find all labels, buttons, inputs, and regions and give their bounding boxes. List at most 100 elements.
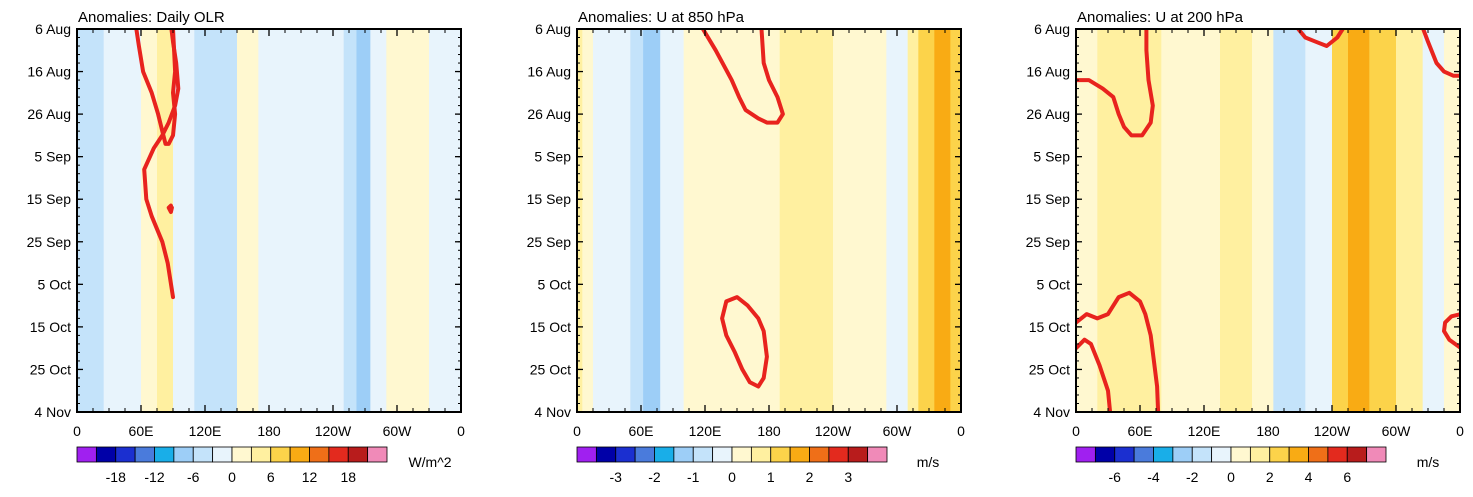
anomaly-band xyxy=(1193,29,1221,412)
colorbar-units: m/s xyxy=(917,454,940,470)
anomaly-band xyxy=(77,29,89,412)
colorbar-box xyxy=(1288,446,1309,463)
colorbar-label: -2 xyxy=(1186,469,1199,485)
x-tick-label: 120E xyxy=(1188,423,1221,439)
y-tick-label: 25 Sep xyxy=(27,234,72,250)
colorbar-label: 18 xyxy=(340,469,356,485)
y-tick-label: 26 Aug xyxy=(1026,106,1070,122)
anomaly-band xyxy=(1161,29,1194,412)
colorbar-box xyxy=(1308,446,1329,463)
colorbar-label: -4 xyxy=(1147,469,1160,485)
colorbar-box xyxy=(770,446,791,463)
x-tick-label: 120W xyxy=(315,423,352,439)
colorbar-box xyxy=(1075,446,1096,463)
x-tick-label: 0 xyxy=(1072,423,1080,439)
y-tick-label: 5 Sep xyxy=(1033,149,1070,165)
colorbar-units: W/m^2 xyxy=(408,454,451,470)
colorbar-box xyxy=(1133,446,1154,463)
anomaly-band xyxy=(1220,29,1253,412)
anomaly-band xyxy=(849,29,887,412)
plot-area xyxy=(577,29,961,412)
colorbar-box xyxy=(328,446,349,463)
x-tick-label: 60E xyxy=(629,423,654,439)
panel-1: Anomalies: Daily OLR 6 Aug 16 Aug 26 Aug 5 S… xyxy=(27,9,465,485)
colorbar-box xyxy=(1327,446,1348,463)
colorbar-label: -2 xyxy=(648,469,661,485)
colorbar: -3 -2 -1 0 1 2 3 m/s xyxy=(576,446,940,485)
colorbar-box xyxy=(692,446,714,463)
y-tick-label: 16 Aug xyxy=(1026,64,1070,80)
contour-line xyxy=(1442,312,1460,350)
x-tick-label: 0 xyxy=(457,423,465,439)
anomaly-band xyxy=(1444,29,1460,412)
y-tick-label: 25 Oct xyxy=(30,361,71,377)
anomaly-band xyxy=(582,29,594,412)
x-tick-label: 60W xyxy=(383,423,413,439)
colorbar-box xyxy=(1153,446,1174,463)
colorbar-box xyxy=(173,446,194,463)
y-tick-label: 25 Sep xyxy=(527,234,572,250)
y-tick-label: 5 Oct xyxy=(1037,276,1071,292)
colorbar-label: 12 xyxy=(302,469,318,485)
chart-title: Anomalies: U at 200 hPa xyxy=(1077,9,1244,26)
anomaly-band xyxy=(833,29,850,412)
chart-title: Anomalies: Daily OLR xyxy=(78,9,225,26)
anomaly-band xyxy=(1396,29,1424,412)
x-tick-label: 0 xyxy=(957,423,965,439)
x-tick-label: 60E xyxy=(129,423,154,439)
y-tick-label: 5 Oct xyxy=(38,276,72,292)
anomaly-band xyxy=(577,29,583,412)
colorbar: -6 -4 -2 0 2 4 6 m/s xyxy=(1075,446,1440,485)
y-tick-label: 25 Oct xyxy=(1029,361,1070,377)
colorbar-box xyxy=(1249,446,1271,463)
anomaly-band xyxy=(237,29,259,412)
x-tick-label: 0 xyxy=(573,423,581,439)
anomaly-band xyxy=(157,29,174,412)
colorbar-box xyxy=(76,446,97,463)
anomaly-band xyxy=(343,29,357,412)
anomaly-band xyxy=(1332,29,1349,412)
colorbar-label: 0 xyxy=(1227,469,1235,485)
x-tick-label: 180 xyxy=(257,423,281,439)
colorbar-label: 0 xyxy=(228,469,236,485)
plot-area xyxy=(77,29,461,412)
anomaly-band xyxy=(194,29,222,412)
colorbar-box xyxy=(750,446,772,463)
y-tick-label: 16 Aug xyxy=(27,64,71,80)
plot-area xyxy=(1076,29,1460,412)
anomaly-band xyxy=(660,29,685,412)
colorbar-label: -6 xyxy=(1109,469,1122,485)
colorbar-box xyxy=(1191,446,1213,463)
panel-3: Anomalies: U at 200 hPa 6 Aug 16 Aug 26 Aug… xyxy=(1026,9,1464,485)
x-tick-label: 120E xyxy=(689,423,722,439)
y-tick-label: 4 Nov xyxy=(1033,404,1070,420)
colorbar-label: -1 xyxy=(687,469,700,485)
colorbar-label: -12 xyxy=(144,469,164,485)
anomaly-band xyxy=(103,29,121,412)
contour-line xyxy=(134,29,178,146)
colorbar-box xyxy=(595,446,617,463)
anomaly-band xyxy=(370,29,387,412)
colorbar-box xyxy=(115,446,136,463)
anomaly-band xyxy=(950,29,961,412)
colorbar-box xyxy=(867,446,888,463)
y-tick-label: 26 Aug xyxy=(27,106,71,122)
x-tick-label: 60E xyxy=(1128,423,1153,439)
y-tick-label: 4 Nov xyxy=(34,404,71,420)
colorbar-box xyxy=(192,446,214,463)
x-tick-label: 180 xyxy=(757,423,781,439)
y-tick-label: 6 Aug xyxy=(1034,21,1070,37)
anomaly-band xyxy=(918,29,935,412)
colorbar-box xyxy=(250,446,272,463)
colorbar-box xyxy=(1172,446,1193,463)
colorbar-label: 6 xyxy=(267,469,275,485)
x-tick-label: 0 xyxy=(1456,423,1464,439)
panel-2: Anomalies: U at 850 hPa 6 Aug 16 Aug 26 Aug… xyxy=(527,9,965,485)
colorbar-label: -6 xyxy=(187,469,200,485)
y-tick-label: 6 Aug xyxy=(35,21,71,37)
anomaly-band xyxy=(221,29,238,412)
colorbar-units: m/s xyxy=(1417,454,1440,470)
colorbar-box xyxy=(615,446,636,463)
anomaly-band xyxy=(886,29,909,412)
anomaly-band xyxy=(258,29,291,412)
